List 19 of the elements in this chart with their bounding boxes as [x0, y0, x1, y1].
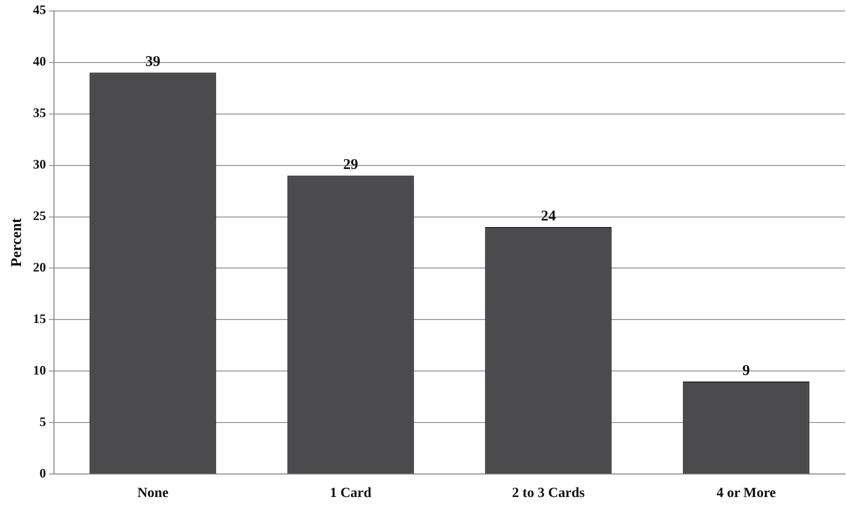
y-tick-label: 0	[40, 466, 46, 481]
data-label: 9	[742, 362, 750, 379]
y-tick-label: 30	[33, 156, 46, 172]
y-tick-label: 20	[33, 260, 46, 275]
y-tick-label: 25	[33, 208, 46, 224]
x-tick-label: 1 Card	[330, 486, 372, 502]
y-tick-label: 5	[40, 414, 46, 430]
data-label: 39	[145, 54, 160, 70]
x-tick-label: None	[137, 486, 168, 502]
data-label: 24	[540, 208, 556, 224]
data-label: 29	[343, 156, 358, 173]
x-tick-label: 2 to 3 Cards	[512, 486, 586, 502]
y-tick-label: 45	[33, 2, 46, 18]
y-tick-label: 10	[33, 362, 46, 378]
y-tick-label: 40	[33, 54, 46, 69]
x-tick-label: 4 or More	[716, 486, 776, 502]
y-tick-label: 15	[33, 311, 46, 326]
y-axis-title: Percent	[8, 218, 25, 267]
y-tick-label: 35	[33, 105, 46, 120]
